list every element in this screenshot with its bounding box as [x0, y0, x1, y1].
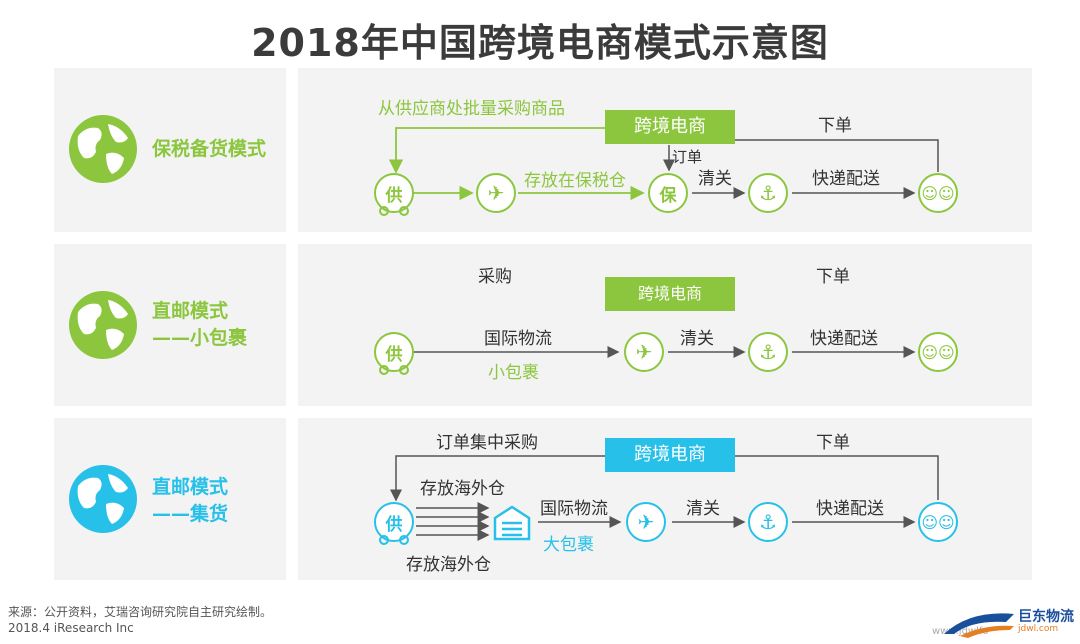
mode-3-customs-label: 清关 [686, 499, 720, 519]
anchor-icon: ⚓ [748, 173, 788, 213]
mode-2-sublabel: ——小包裹 [152, 327, 248, 349]
brand-name: 巨东物流 [1018, 609, 1074, 625]
customers-icon: ☺☺ [918, 173, 958, 213]
mode-1-label: 保税备货模式 [152, 138, 267, 160]
mode-3-store-top-label: 存放海外仓 [420, 479, 505, 499]
warehouse-icon [493, 505, 531, 541]
mode-1-purchase-text: 从供应商处批量采购商品 [378, 99, 565, 119]
mode-3-store-bottom-label: 存放海外仓 [406, 555, 491, 575]
mode-2-delivery-label: 快递配送 [810, 329, 878, 349]
mode-3-place-order-label: 下单 [816, 433, 850, 453]
mode-2-purchase-label: 采购 [478, 267, 512, 287]
anchor-icon: ⚓ [748, 332, 788, 372]
brand-logo-icon [944, 613, 1014, 638]
globe-icon [69, 115, 137, 183]
cart-wheels-icon [379, 365, 409, 375]
mode-1-delivery-label: 快递配送 [812, 169, 880, 189]
mode-3-purchase-text: 订单集中采购 [436, 433, 538, 453]
cart-wheels-icon [379, 206, 409, 216]
mode-3-label: 直邮模式 [152, 476, 229, 498]
airplane-icon: ✈ [476, 173, 516, 213]
airplane-icon: ✈ [624, 332, 664, 372]
mode-2-platform-box: 跨境电商 [605, 277, 735, 311]
mode-3-platform-box: 跨境电商 [605, 438, 735, 472]
copyright-note: 2018.4 iResearch Inc [8, 621, 134, 635]
mode-3-delivery-label: 快递配送 [816, 499, 884, 519]
flow-panel-2 [298, 244, 1032, 406]
mode-1-customs-label: 清关 [698, 169, 732, 189]
mode-2-package-label: 小包裹 [488, 363, 539, 383]
supplier-icon: 供 [374, 502, 414, 542]
mode-2-label: 直邮模式 [152, 300, 229, 322]
supplier-icon: 供 [374, 173, 414, 213]
watermark: www.jdwlfo [932, 626, 989, 637]
customers-icon: ☺☺ [918, 332, 958, 372]
mode-2-place-order-label: 下单 [816, 267, 850, 287]
mode-2-logistics-label: 国际物流 [484, 329, 552, 349]
globe-icon [69, 291, 137, 359]
mode-3-sublabel: ——集货 [152, 503, 229, 525]
supplier-icon: 供 [374, 332, 414, 372]
bonded-warehouse-icon: 保 [648, 173, 688, 213]
globe-icon [69, 465, 137, 533]
customers-icon: ☺☺ [918, 502, 958, 542]
mode-3-logistics-label: 国际物流 [540, 499, 608, 519]
mode-2-customs-label: 清关 [680, 329, 714, 349]
brand-domain: jdwl.com [1018, 624, 1059, 634]
cart-wheels-icon [379, 535, 409, 545]
mode-3-package-label: 大包裹 [543, 535, 594, 555]
airplane-icon: ✈ [626, 502, 666, 542]
source-note: 来源：公开资料，艾瑞咨询研究院自主研究绘制。 [8, 605, 273, 619]
mode-1-place-order-label: 下单 [818, 116, 852, 136]
mode-1-store-label: 存放在保税仓 [524, 171, 626, 191]
mode-1-platform-box: 跨境电商 [605, 110, 735, 144]
anchor-icon: ⚓ [748, 502, 788, 542]
mode-1-order-label: 订单 [672, 148, 703, 166]
page-title: 2018年中国跨境电商模式示意图 [251, 21, 829, 65]
